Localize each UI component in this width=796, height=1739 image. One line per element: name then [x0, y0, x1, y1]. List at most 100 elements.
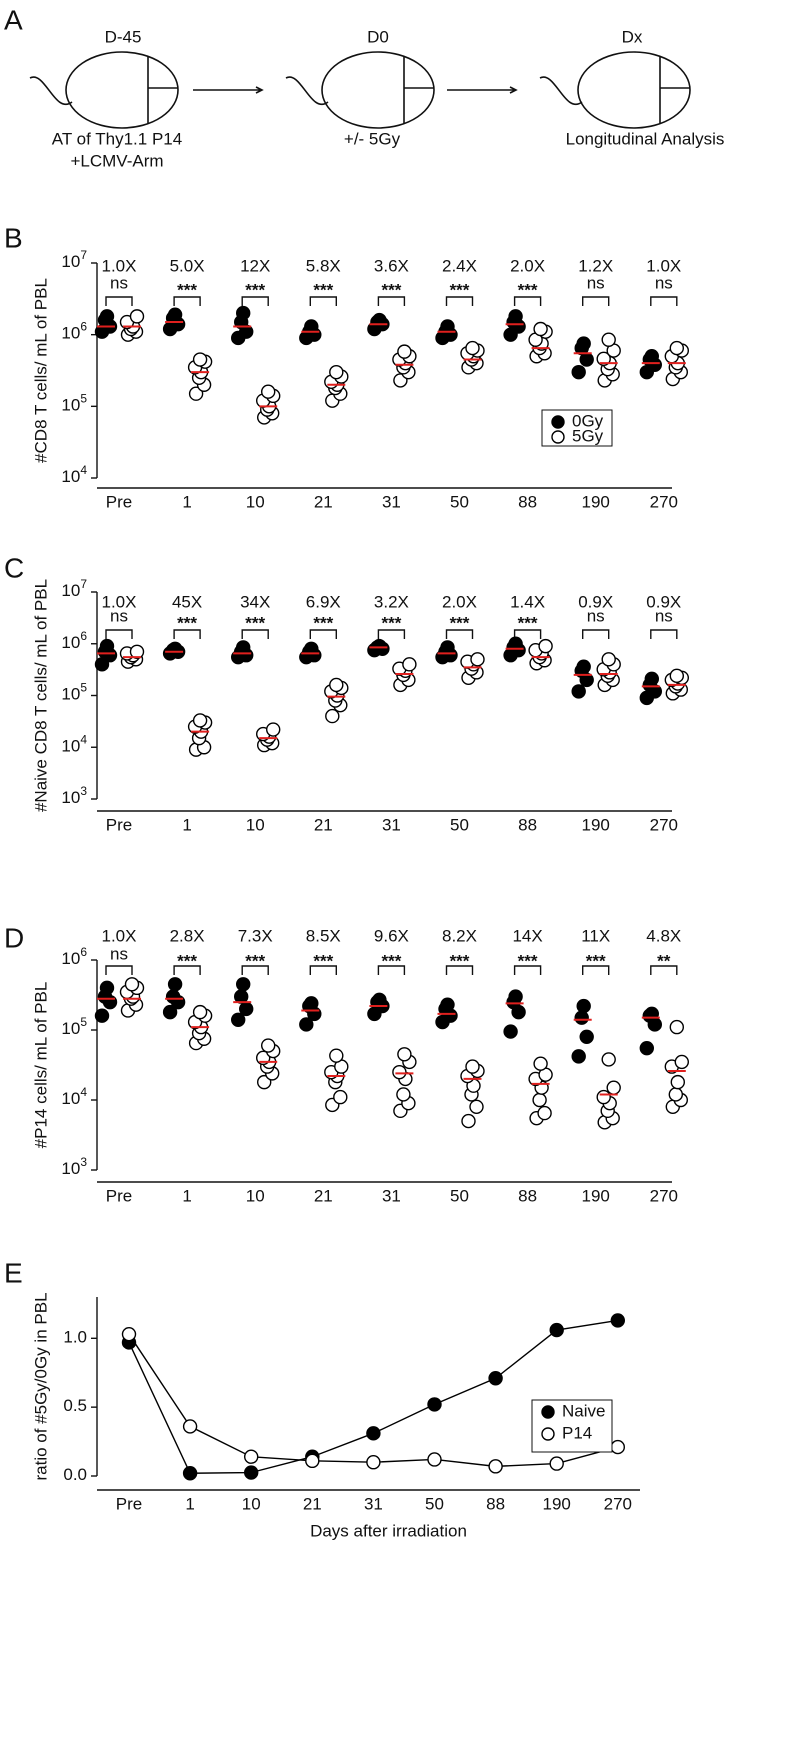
x-tick-label: 190 [582, 492, 610, 511]
fold-label: 0.9X [578, 592, 613, 611]
legend-label: 5Gy [572, 426, 604, 445]
fold-label: 7.3X [238, 926, 273, 945]
fold-label: 11X [581, 926, 610, 945]
data-point [243, 1449, 259, 1464]
tail [285, 76, 329, 106]
y-tick-exponent: 6 [80, 320, 87, 334]
data-point [669, 340, 684, 356]
mouse [577, 51, 691, 129]
y-axis-title: #P14 cells/ mL of PBL [31, 982, 50, 1149]
fold-label: 5.0X [170, 256, 205, 275]
data-point [192, 1004, 208, 1020]
data-point [235, 977, 251, 992]
data-point [610, 1439, 625, 1455]
x-tick-label: 270 [604, 1494, 632, 1513]
data-point [579, 1029, 594, 1044]
x-tick-label: 10 [242, 1494, 261, 1513]
data-point [639, 1040, 654, 1056]
y-tick-exponent: 3 [80, 1155, 87, 1169]
data-point [537, 1105, 552, 1121]
y-tick-exponent: 3 [80, 784, 87, 798]
y-tick-label: 105 [61, 392, 87, 415]
x-tick-label: 21 [314, 815, 333, 834]
bracket [377, 965, 406, 975]
caption: +/- 5Gy [344, 129, 401, 148]
x-tick-label: 10 [246, 1186, 265, 1205]
data-point [465, 1059, 480, 1074]
x-tick-label: 88 [486, 1494, 505, 1513]
x-tick-label: 50 [450, 492, 469, 511]
mouse-lines [659, 56, 690, 124]
fold-label: 5.8X [306, 256, 341, 275]
x-tick-label: 88 [518, 1186, 537, 1205]
fold-label: 1.0X [102, 256, 137, 275]
y-tick-exponent: 6 [80, 945, 87, 959]
data-point [397, 344, 412, 359]
panel-label: A [4, 4, 23, 35]
significance: *** [518, 613, 538, 632]
y-tick-exponent: 7 [80, 577, 87, 591]
bracket [105, 965, 133, 975]
data-point [167, 641, 183, 656]
y-tick-base: 0.0 [63, 1465, 87, 1484]
y-tick-base: 10 [61, 633, 80, 652]
data-point [402, 657, 417, 672]
data-point [440, 319, 455, 334]
data-point [261, 384, 276, 399]
y-tick-base: 10 [61, 581, 80, 600]
panel-label: B [4, 222, 23, 253]
fold-label: 3.6X [374, 256, 409, 275]
fold-label: 1.4X [510, 592, 545, 611]
significance: *** [245, 951, 265, 970]
data-point [188, 386, 204, 401]
mouse-lines [147, 56, 178, 124]
x-tick-label: 31 [364, 1494, 383, 1513]
legend-marker [551, 430, 565, 444]
significance: *** [177, 280, 197, 299]
fold-label: 12X [240, 256, 270, 275]
x-tick-label: 1 [185, 1494, 194, 1513]
data-point [549, 1322, 564, 1338]
x-tick-label: Pre [106, 815, 132, 834]
bracket [377, 629, 406, 639]
data-point [427, 1452, 442, 1467]
x-tick-label: 31 [382, 1186, 401, 1205]
data-point [329, 677, 344, 693]
y-tick-label: 103 [61, 784, 87, 807]
significance: *** [450, 613, 470, 632]
y-tick-base: 10 [61, 1019, 80, 1038]
y-tick-exponent: 4 [80, 463, 87, 477]
caption: AT of Thy1.1 P14 [52, 129, 182, 148]
legend-marker [551, 415, 565, 429]
bracket [309, 629, 337, 639]
data-point [606, 1080, 621, 1095]
panel-label: E [4, 1257, 23, 1288]
significance: *** [450, 951, 470, 970]
bracket [582, 296, 610, 306]
data-point [243, 1465, 259, 1480]
fold-label: 0.9X [646, 592, 681, 611]
y-tick-base: 10 [61, 467, 80, 486]
significance: ** [657, 951, 671, 970]
data-point [397, 1047, 412, 1062]
data-point [470, 652, 485, 667]
y-tick-exponent: 4 [80, 1085, 87, 1099]
data-point [576, 336, 591, 351]
data-point [238, 1001, 254, 1017]
y-tick-base: 10 [61, 788, 80, 807]
x-tick-label: Pre [106, 1186, 132, 1205]
data-point [538, 638, 553, 654]
data-point [325, 708, 340, 724]
significance: ns [110, 944, 128, 963]
y-tick-base: 10 [61, 396, 80, 415]
significance: ns [655, 273, 673, 292]
data-point [372, 638, 387, 654]
bracket [173, 965, 201, 975]
y-tick-label: 103 [61, 1155, 87, 1178]
y-tick-exponent: 5 [80, 392, 87, 406]
bracket [445, 629, 474, 639]
bracket [241, 965, 269, 975]
data-point [329, 1048, 344, 1063]
bracket [309, 965, 337, 975]
arrow [193, 86, 264, 94]
